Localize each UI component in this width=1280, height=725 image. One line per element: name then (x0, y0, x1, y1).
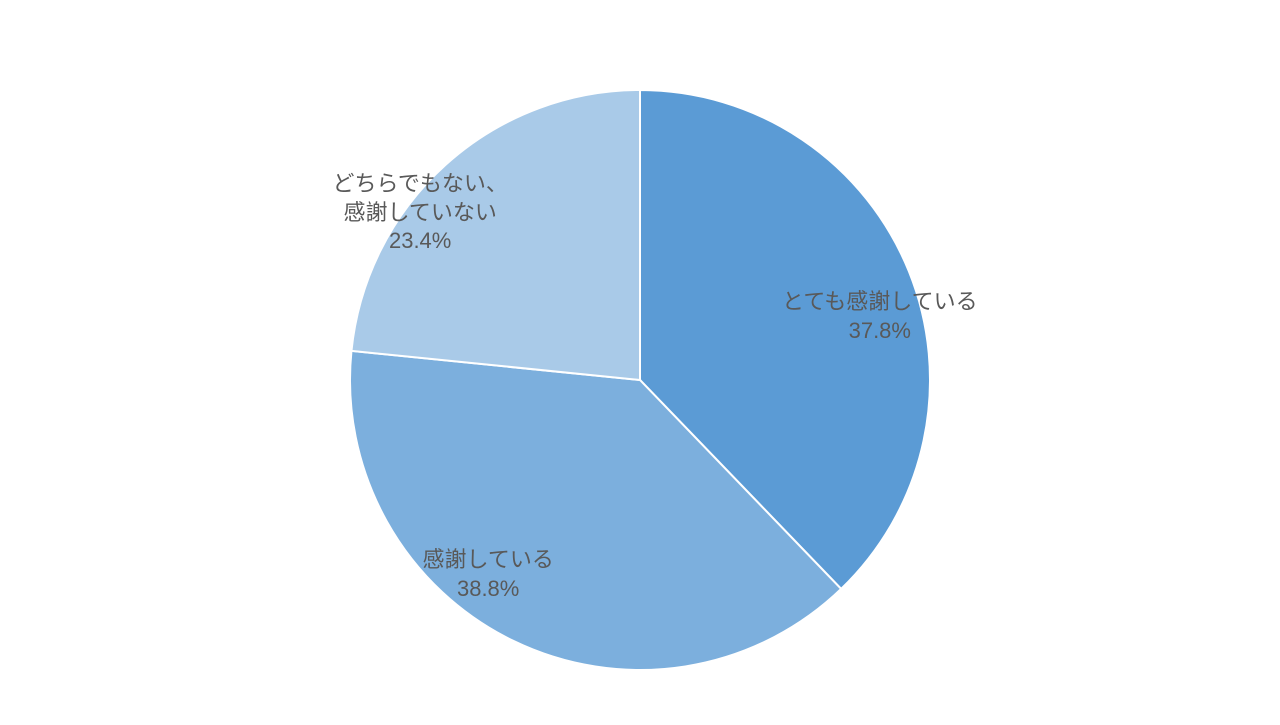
pie-slice-label-line: 感謝していない (333, 199, 508, 228)
pie-slice-label-1: 感謝している38.8% (423, 546, 554, 603)
pie-chart: とても感謝している37.8% 感謝している38.8% どちらでもない、感謝していない… (0, 0, 1280, 720)
pie-slice-label-line: 37.8% (782, 317, 978, 346)
pie-svg (0, 0, 1280, 720)
pie-slice-label-line: 感謝している (423, 546, 554, 575)
pie-slice-label-line: 38.8% (423, 575, 554, 604)
pie-slice-label-line: とても感謝している (782, 288, 978, 317)
pie-slice-label-0: とても感謝している37.8% (782, 288, 978, 345)
pie-slice-label-line: 23.4% (333, 227, 508, 256)
pie-slice-label-line: どちらでもない、 (333, 170, 508, 199)
pie-slice-label-2: どちらでもない、感謝していない23.4% (333, 170, 508, 256)
